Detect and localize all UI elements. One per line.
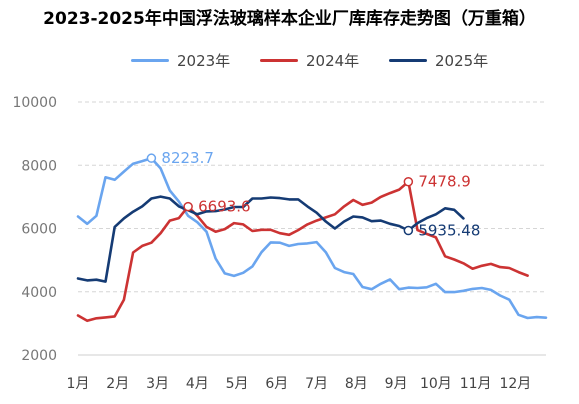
legend-label-2025: 2025年 [435,51,489,70]
annotation-marker-3 [403,225,414,236]
x-tick-label-9: 9月 [385,376,408,392]
x-tick-label-10: 10月 [420,376,452,392]
x-tick-label-7: 7月 [305,376,328,392]
y-axis-ticks: 2000 4000 6000 8000 10000 [12,95,57,364]
series-line-2024年 [76,180,529,323]
x-tick-label-11: 11月 [460,376,492,392]
y-tick-label-6000: 6000 [21,222,57,238]
x-tick-label-2: 2月 [106,376,129,392]
y-tick-label-8000: 8000 [21,158,57,174]
legend-item-2024: 2024年 [260,48,359,72]
x-tick-label-1: 1月 [67,376,90,392]
legend: 2023年 2024年 2025年 [0,48,579,72]
series-lines [76,156,548,323]
annotation-marker-0 [146,153,157,163]
annotation-label-1: 6693.6 [198,198,251,216]
legend-item-2023: 2023年 [131,48,230,72]
x-tick-label-8: 8月 [345,376,368,392]
legend-swatch-2025 [389,58,427,62]
chart-title: 2023-2025年中国浮法玻璃样本企业厂库库存走势图（万重箱） [43,9,536,29]
legend-label-2023: 2023年 [177,51,231,70]
y-tick-label-2000: 2000 [21,348,57,364]
legend-swatch-2023 [131,58,169,62]
annotation-label-0: 8223.7 [161,149,214,167]
x-tick-label-5: 5月 [226,376,249,392]
series-line-2025年 [76,195,465,283]
annotation-marker-1 [183,201,193,212]
x-tick-label-4: 4月 [186,376,209,392]
y-tick-label-4000: 4000 [21,285,57,301]
legend-swatch-2024 [260,58,298,62]
legend-label-2024: 2024年 [306,51,360,70]
y-tick-label-10000: 10000 [12,95,57,111]
x-tick-label-12: 12月 [499,376,531,392]
grid-lines [78,101,546,356]
series-line-2023年 [76,156,548,320]
annotation-label-3: 5935.48 [418,222,480,240]
annotation-label-2: 7478.9 [418,173,471,191]
x-tick-label-6: 6月 [265,376,288,392]
annotation-marker-2 [403,176,414,187]
x-tick-label-3: 3月 [146,376,169,392]
x-axis-ticks: 1月 2月 3月 4月 5月 6月 7月 8月 9月 10月 11月 12月 [67,376,532,392]
data-annotations: 8223.7 6693.6 7478.9 5935.48 [146,149,480,240]
legend-item-2025: 2025年 [389,48,488,72]
